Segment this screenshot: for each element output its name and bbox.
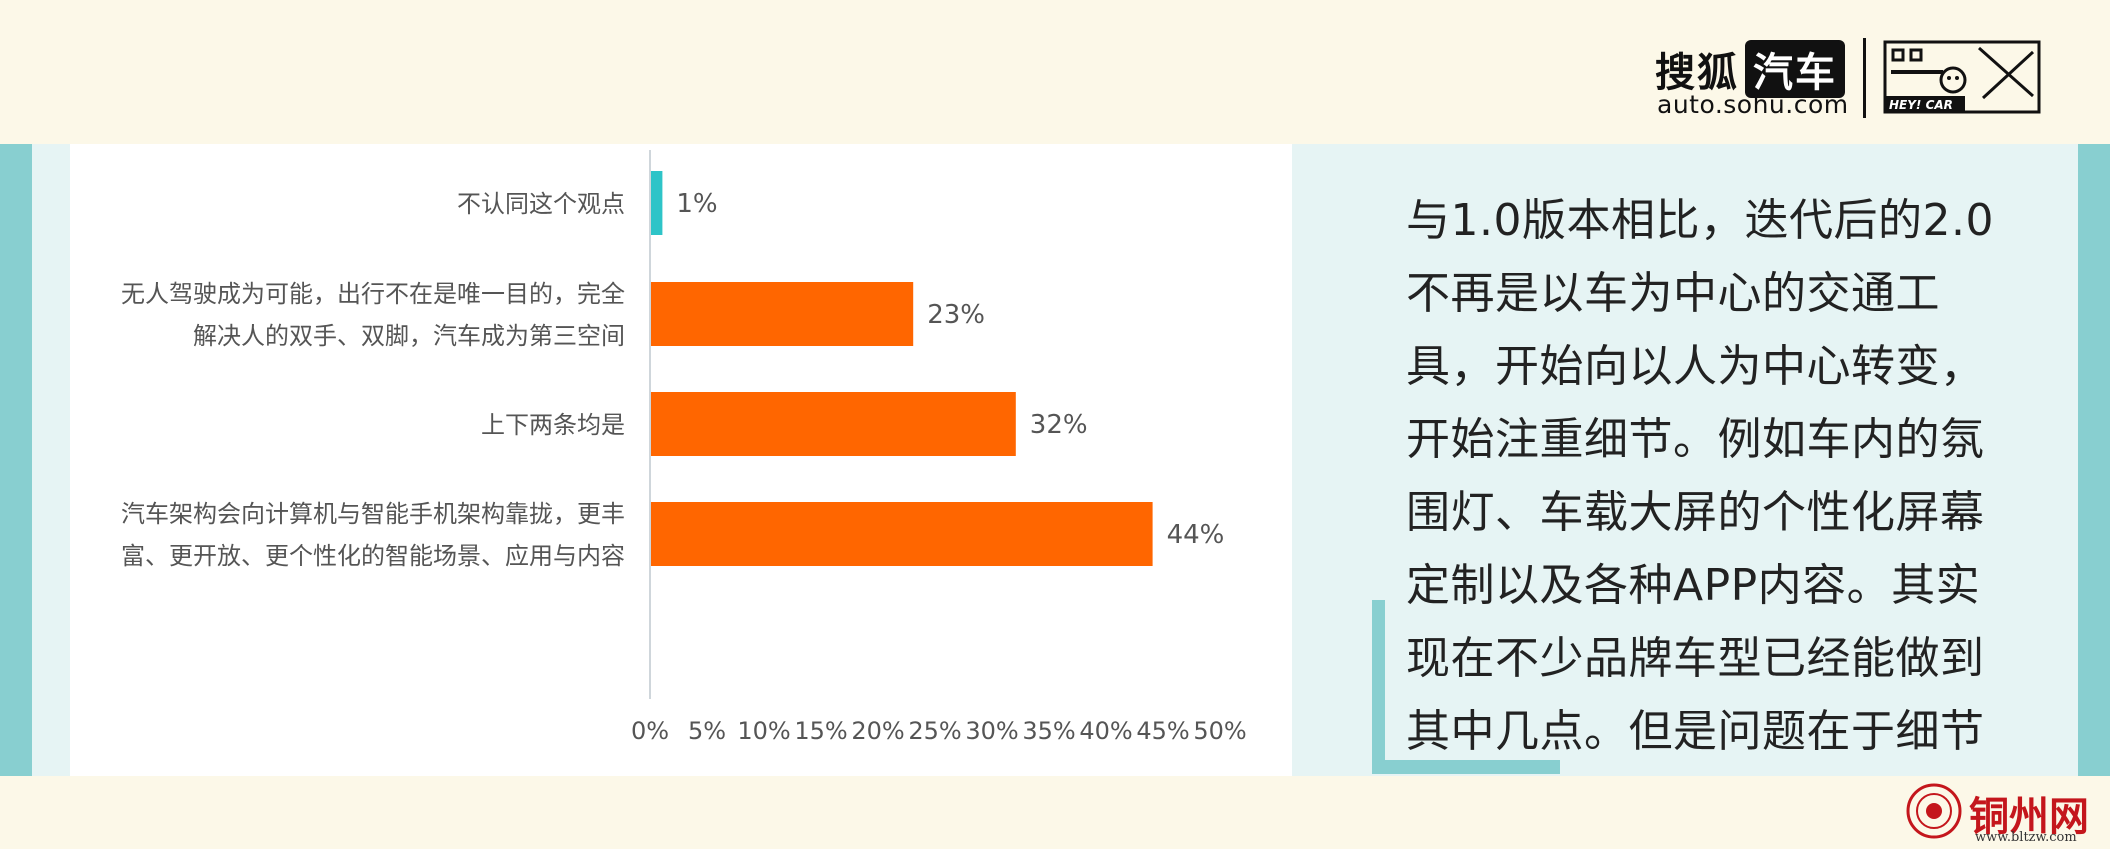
text-panel (1292, 144, 2078, 776)
bar (651, 171, 663, 235)
data-label: 32% (1030, 410, 1088, 440)
logo-divider (1863, 38, 1866, 118)
watermark-name: 铜州网 (1969, 793, 2089, 840)
data-label: 1% (676, 189, 717, 219)
heycar-logo-text: HEY! CAR (1889, 98, 1953, 112)
x-tick-label: 0% (631, 717, 669, 745)
site-watermark: 铜州网 www.bltzw.com (1905, 782, 2105, 846)
x-tick-label: 10% (737, 717, 790, 745)
bar-chart: 1% 不认同这个观点 23% 无人驾驶成为可能，出行不在是唯一目的，完全解决人的双手、… (70, 144, 1292, 776)
article-text: 与1.0版本相比，迭代后的2.0不再是以车为中心的交通工具，开始向以人为中心转变… (1406, 195, 1994, 830)
corner-bracket-horizontal (1372, 760, 1560, 774)
heycar-logo-icon: HEY! CAR (1883, 40, 2041, 114)
corner-bracket-vertical (1372, 600, 1385, 774)
x-tick-label: 40% (1079, 717, 1132, 745)
x-tick-label: 35% (1022, 717, 1075, 745)
right-accent-stripe (2078, 144, 2110, 776)
x-tick-label: 45% (1136, 717, 1189, 745)
x-tick-label: 5% (688, 717, 726, 745)
category-label: 上下两条均是 (481, 411, 625, 439)
x-tick-label: 50% (1193, 717, 1246, 745)
sohu-auto-logo: 搜狐 汽车 auto.sohu.com HEY! CAR (1655, 34, 2055, 124)
logo-car-text: 汽车 (1745, 40, 1845, 98)
category-label: 富、更开放、更个性化的智能场景、应用与内容 (121, 542, 625, 570)
category-label: 不认同这个观点 (457, 190, 625, 218)
category-label: 解决人的双手、双脚，汽车成为第三空间 (193, 322, 625, 350)
logo-wordmark: 搜狐 汽车 (1655, 40, 1845, 98)
watermark-seal-icon (1906, 783, 1962, 839)
x-tick-label: 30% (965, 717, 1018, 745)
bar (651, 502, 1153, 566)
x-tick-label: 15% (794, 717, 847, 745)
watermark-url: www.bltzw.com (1975, 830, 2077, 845)
data-label: 23% (927, 300, 985, 330)
left-accent-stripe (0, 144, 32, 776)
x-tick-label: 20% (851, 717, 904, 745)
x-tick-label: 25% (908, 717, 961, 745)
bar (651, 392, 1016, 456)
category-label: 无人驾驶成为可能，出行不在是唯一目的，完全 (121, 280, 625, 308)
left-inner-panel (32, 144, 70, 776)
logo-sohu-text: 搜狐 (1655, 50, 1739, 96)
chart-svg: 1% 不认同这个观点 23% 无人驾驶成为可能，出行不在是唯一目的，完全解决人的双手、… (121, 150, 1247, 745)
bar (651, 282, 914, 346)
category-label: 汽车架构会向计算机与智能手机架构靠拢，更丰 (121, 500, 625, 528)
logo-url: auto.sohu.com (1657, 90, 1849, 119)
footer-band (0, 776, 2110, 849)
data-label: 44% (1167, 520, 1225, 550)
